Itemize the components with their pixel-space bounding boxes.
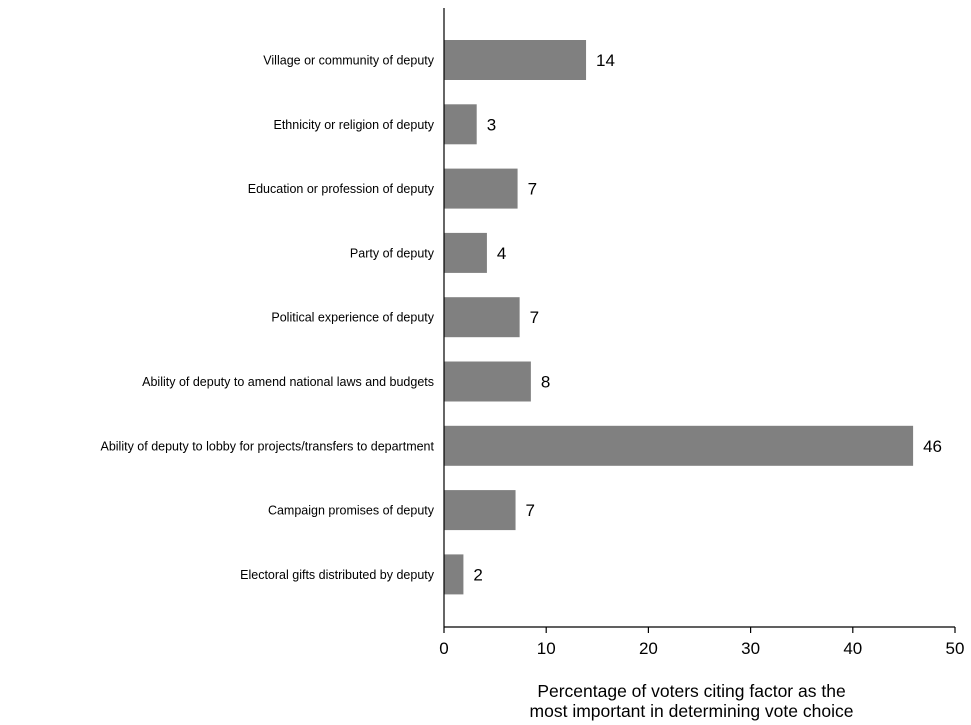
data-label-7: 7: [526, 501, 535, 520]
bar-7: [444, 490, 516, 531]
data-label-6: 46: [923, 437, 942, 456]
x-tick-label-4: 40: [843, 639, 862, 658]
data-label-3: 4: [497, 244, 506, 263]
category-label-3: Party of deputy: [350, 246, 435, 260]
x-ticks: 0 10 20 30 40 50: [439, 627, 964, 658]
bar-2: [444, 168, 518, 209]
bars-group: [444, 40, 914, 595]
x-tick-label-0: 0: [439, 639, 448, 658]
category-label-2: Education or profession of deputy: [248, 182, 435, 196]
bar-0: [444, 40, 587, 80]
category-label-8: Electoral gifts distributed by deputy: [240, 568, 435, 582]
bar-1: [444, 104, 477, 145]
category-label-6: Ability of deputy to lobby for projects/…: [100, 439, 434, 453]
x-tick-label-3: 30: [741, 639, 760, 658]
category-label-0: Village or community of deputy: [263, 54, 434, 68]
category-labels: Village or community of deputy Ethnicity …: [100, 54, 434, 582]
category-label-4: Political experience of deputy: [271, 311, 434, 325]
x-axis-title-line-2: most important in determining vote choic…: [530, 701, 854, 721]
x-tick-label-2: 20: [639, 639, 658, 658]
data-label-5: 8: [541, 373, 550, 392]
bar-6: [444, 425, 914, 466]
bar-4: [444, 297, 520, 338]
data-label-2: 7: [528, 180, 537, 199]
x-tick-label-1: 10: [537, 639, 556, 658]
data-label-1: 3: [487, 115, 496, 134]
data-labels: 14 3 7 4 7 8 46 7 2: [473, 51, 942, 584]
bar-8: [444, 554, 464, 595]
data-label-4: 7: [530, 308, 539, 327]
x-tick-label-5: 50: [946, 639, 965, 658]
bar-5: [444, 361, 531, 402]
category-label-1: Ethnicity or religion of deputy: [273, 118, 434, 132]
x-axis-title-line-1: Percentage of voters citing factor as th…: [537, 681, 845, 701]
category-label-7: Campaign promises of deputy: [268, 504, 435, 518]
bar-3: [444, 232, 487, 273]
category-label-5: Ability of deputy to amend national laws…: [142, 375, 434, 389]
data-label-8: 2: [473, 565, 482, 584]
data-label-0: 14: [596, 51, 615, 70]
